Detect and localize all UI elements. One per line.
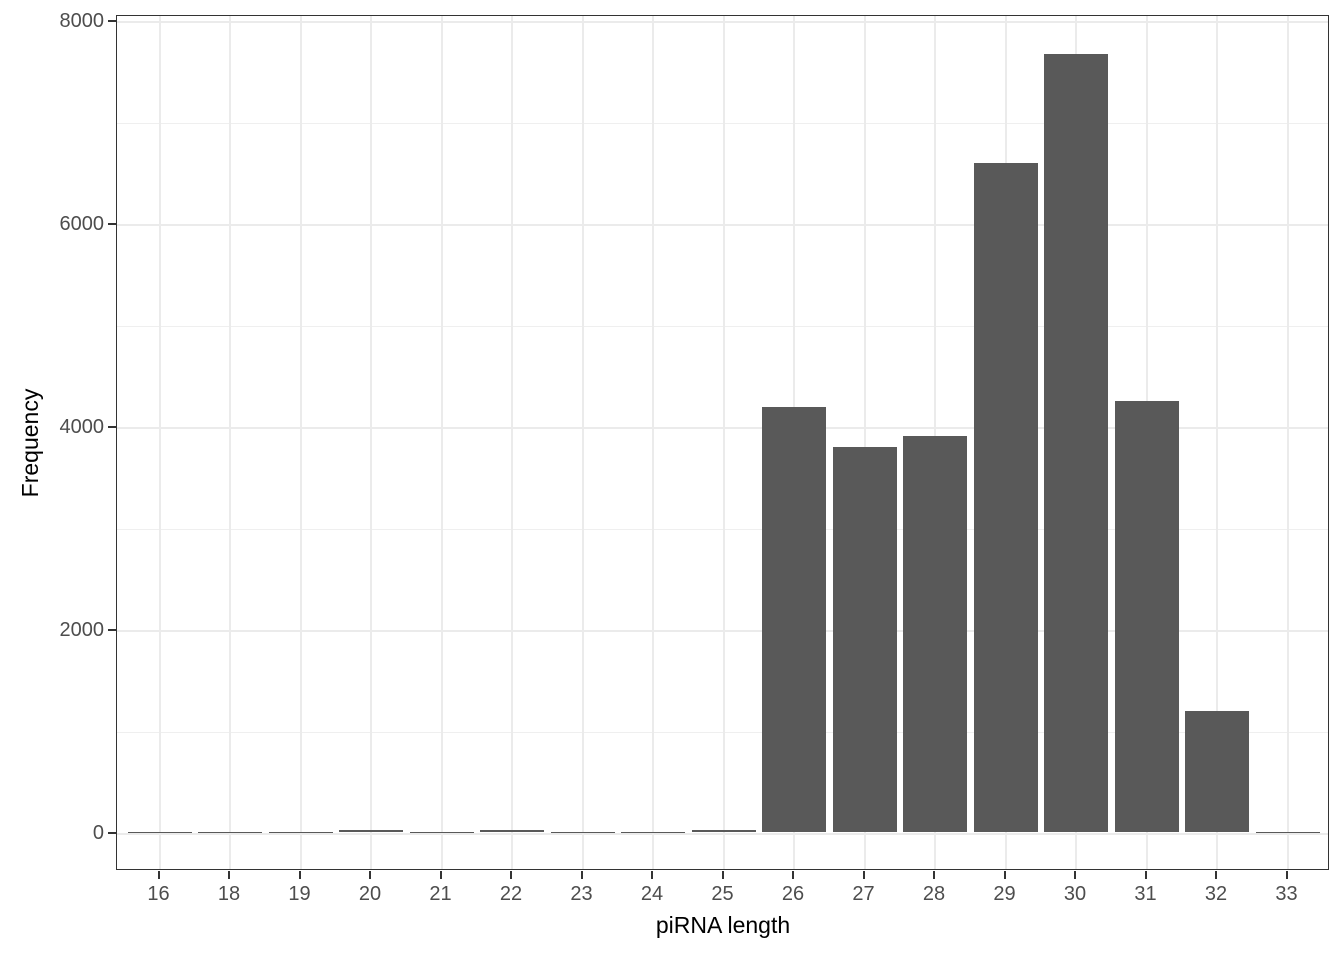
x-tick-label: 31 bbox=[1134, 883, 1157, 905]
x-tick-label: 28 bbox=[922, 883, 946, 905]
x-axis-tick bbox=[1215, 871, 1217, 879]
y-axis-tick bbox=[108, 832, 116, 834]
x-tick-label: 19 bbox=[288, 883, 311, 905]
bar-20 bbox=[339, 830, 403, 832]
x-axis-tick bbox=[792, 871, 794, 879]
category-gridline bbox=[581, 16, 584, 869]
plot-panel bbox=[116, 15, 1329, 870]
x-axis-tick bbox=[228, 871, 230, 879]
bar-29 bbox=[973, 163, 1038, 832]
y-axis-title: Frequency bbox=[17, 388, 43, 498]
x-axis-tick bbox=[1144, 871, 1147, 879]
x-axis-title: piRNA length bbox=[655, 912, 791, 938]
bar-32 bbox=[1185, 711, 1249, 832]
x-axis-tick bbox=[1074, 871, 1076, 879]
category-gridline bbox=[229, 16, 231, 869]
x-tick-label: 16 bbox=[147, 883, 170, 905]
category-gridline bbox=[1286, 16, 1289, 869]
bar-24 bbox=[621, 831, 685, 832]
category-gridline bbox=[299, 16, 302, 869]
category-gridline bbox=[722, 16, 725, 869]
x-tick-label: 23 bbox=[570, 883, 593, 905]
bar-25 bbox=[691, 829, 756, 832]
x-axis-tick bbox=[298, 871, 301, 879]
x-axis-tick bbox=[580, 871, 583, 879]
bar-30 bbox=[1044, 53, 1108, 832]
bar-22 bbox=[480, 830, 544, 832]
x-tick-label: 30 bbox=[1063, 883, 1087, 905]
y-tick-label: 2000 bbox=[59, 619, 105, 641]
x-axis-tick bbox=[439, 871, 442, 879]
x-axis-tick bbox=[1285, 871, 1288, 879]
category-gridline bbox=[440, 16, 443, 869]
x-tick-label: 33 bbox=[1275, 883, 1298, 905]
category-gridline bbox=[652, 16, 654, 869]
bar-31 bbox=[1114, 400, 1179, 832]
x-tick-label: 27 bbox=[852, 883, 875, 905]
y-axis-tick bbox=[108, 426, 116, 428]
x-axis-tick bbox=[1003, 871, 1006, 879]
y-tick-label: 6000 bbox=[59, 213, 105, 235]
x-tick-label: 20 bbox=[358, 883, 382, 905]
x-tick-label: 29 bbox=[993, 883, 1016, 905]
x-axis-tick bbox=[510, 871, 512, 879]
category-gridline bbox=[1216, 16, 1218, 869]
x-tick-label: 18 bbox=[217, 883, 241, 905]
x-tick-label: 25 bbox=[711, 883, 734, 905]
x-tick-label: 24 bbox=[640, 883, 664, 905]
category-gridline bbox=[511, 16, 513, 869]
category-gridline bbox=[370, 16, 372, 869]
category-gridline bbox=[158, 16, 161, 869]
x-tick-label: 32 bbox=[1204, 883, 1228, 905]
bar-28 bbox=[903, 436, 967, 832]
bar-26 bbox=[762, 406, 826, 832]
x-tick-label: 26 bbox=[781, 883, 805, 905]
y-tick-label: 4000 bbox=[59, 416, 105, 438]
x-axis-tick bbox=[157, 871, 160, 879]
x-axis-tick bbox=[933, 871, 935, 879]
y-axis-tick bbox=[108, 20, 116, 22]
x-tick-label: 21 bbox=[429, 883, 452, 905]
x-tick-label: 22 bbox=[499, 883, 523, 905]
category-gridline bbox=[863, 16, 866, 869]
x-axis-tick bbox=[862, 871, 865, 879]
y-axis-tick bbox=[108, 223, 116, 225]
x-axis-tick bbox=[721, 871, 724, 879]
x-axis-tick bbox=[369, 871, 371, 879]
y-axis-tick bbox=[108, 629, 116, 631]
x-axis-tick bbox=[651, 871, 653, 879]
y-tick-label: 0 bbox=[92, 822, 104, 844]
bar-27 bbox=[832, 447, 897, 832]
y-tick-label: 8000 bbox=[59, 10, 105, 32]
